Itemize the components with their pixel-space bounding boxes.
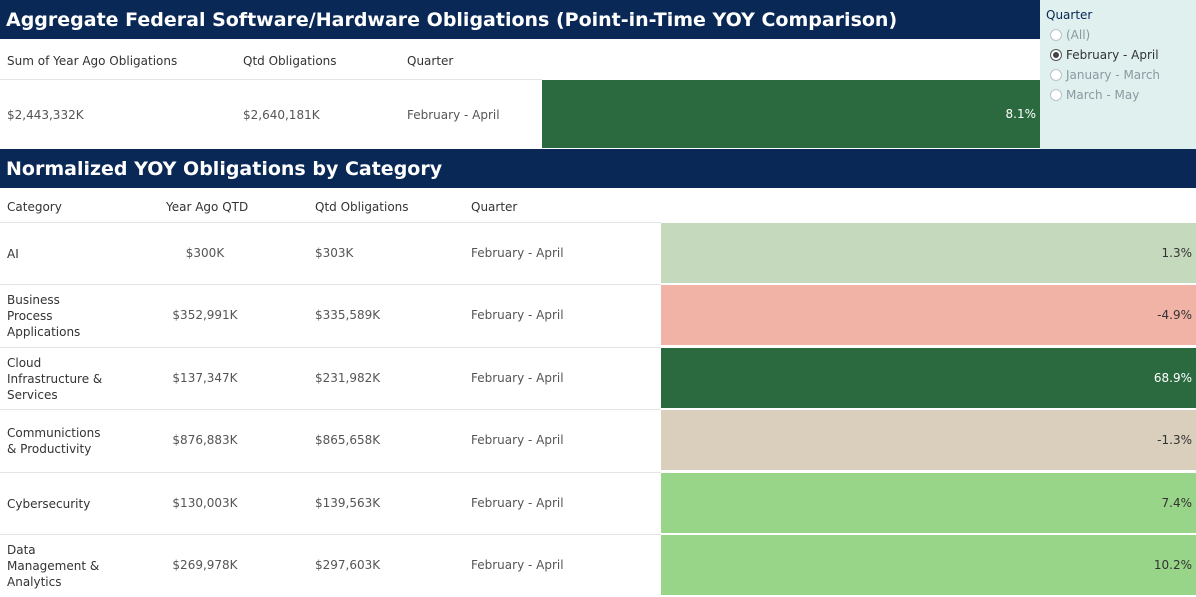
yoy-label: 7.4% (1161, 496, 1193, 510)
quarter-option[interactable]: February - April (1050, 48, 1159, 62)
year-ago-qtd-value: $352,991K (172, 308, 238, 322)
quarter-value: February - April (471, 558, 564, 572)
year-ago-qtd-value: $300K (185, 246, 225, 260)
year-ago-qtd-value: $130,003K (172, 496, 238, 510)
quarter-option[interactable]: January - March (1050, 68, 1160, 82)
qtd-obligations-value: $303K (315, 246, 354, 260)
radio-unchecked-icon[interactable] (1050, 89, 1062, 101)
yoy-label: 10.2% (1153, 558, 1192, 572)
col-header-category-quarter: Quarter (471, 200, 518, 214)
yoy-bar[interactable]: -1.3% (661, 410, 1196, 470)
quarter-value: February - April (471, 246, 564, 260)
yoy-label: -1.3% (1157, 433, 1192, 447)
category-name: Communictions & Productivity (7, 426, 101, 456)
col-header-year-ago: Sum of Year Ago Obligations (7, 54, 178, 68)
row-divider (0, 284, 661, 285)
quarter-value: February - April (471, 496, 564, 510)
quarter-value: February - April (471, 433, 564, 447)
category-name: AI (7, 247, 19, 261)
yoy-label: 68.9% (1153, 371, 1192, 385)
year-ago-qtd-value: $876,883K (172, 433, 238, 447)
quarter-filter-title: Quarter (1046, 8, 1093, 22)
year-ago-qtd-value: $137,347K (172, 371, 238, 385)
row-divider (0, 534, 661, 535)
year-ago-qtd-value: $269,978K (172, 558, 238, 572)
yoy-bar[interactable]: 1.3% (661, 223, 1196, 283)
row-divider (0, 347, 661, 348)
col-header-qtd: Qtd Obligations (243, 54, 337, 68)
yoy-bar[interactable]: 68.9% (661, 348, 1196, 408)
radio-checked-icon[interactable] (1050, 49, 1062, 61)
aggregate-year-ago-value: $2,443,332K (7, 108, 84, 122)
category-section-title: Normalized YOY Obligations by Category (0, 149, 1196, 188)
yoy-bar[interactable]: 7.4% (661, 473, 1196, 533)
col-header-quarter: Quarter (407, 54, 454, 68)
qtd-obligations-value: $139,563K (315, 496, 381, 510)
category-name: Cloud Infrastructure & Services (7, 356, 103, 402)
quarter-option[interactable]: (All) (1050, 28, 1090, 42)
qtd-obligations-value: $297,603K (315, 558, 381, 572)
aggregate-qtd-value: $2,640,181K (243, 108, 320, 122)
col-header-qtd-obligations: Qtd Obligations (315, 200, 409, 214)
row-divider (0, 222, 661, 223)
quarter-option-label: March - May (1066, 88, 1140, 102)
quarter-filter-panel: Quarter (All) February - April January - M… (1040, 0, 1196, 149)
quarter-option-label: (All) (1066, 28, 1091, 42)
category-name: Data Management & Analytics (7, 543, 100, 589)
col-header-year-ago-qtd: Year Ago QTD (166, 200, 249, 214)
row-divider (0, 472, 661, 473)
quarter-option[interactable]: March - May (1050, 88, 1139, 102)
aggregate-quarter-value: February - April (407, 108, 500, 122)
quarter-value: February - April (471, 308, 564, 322)
qtd-obligations-value: $865,658K (315, 433, 381, 447)
category-name: Business Process Applications (7, 293, 81, 339)
quarter-value: February - April (471, 371, 564, 385)
col-header-category: Category (7, 200, 62, 214)
qtd-obligations-value: $231,982K (315, 371, 381, 385)
divider (0, 79, 542, 80)
yoy-bar[interactable]: 10.2% (661, 535, 1196, 595)
quarter-option-label: January - March (1066, 68, 1161, 82)
row-divider (0, 409, 661, 410)
yoy-label: 1.3% (1161, 246, 1193, 260)
category-name: Cybersecurity (7, 497, 91, 511)
qtd-obligations-value: $335,589K (315, 308, 381, 322)
aggregate-yoy-label: 8.1% (1005, 107, 1037, 121)
yoy-bar[interactable]: -4.9% (661, 285, 1196, 345)
yoy-label: -4.9% (1157, 308, 1192, 322)
radio-unchecked-icon[interactable] (1050, 69, 1062, 81)
aggregate-yoy-bar[interactable]: 8.1% (542, 80, 1040, 148)
quarter-option-label: February - April (1066, 48, 1159, 62)
radio-unchecked-icon[interactable] (1050, 29, 1062, 41)
aggregate-title: Aggregate Federal Software/Hardware Obli… (0, 0, 1040, 39)
